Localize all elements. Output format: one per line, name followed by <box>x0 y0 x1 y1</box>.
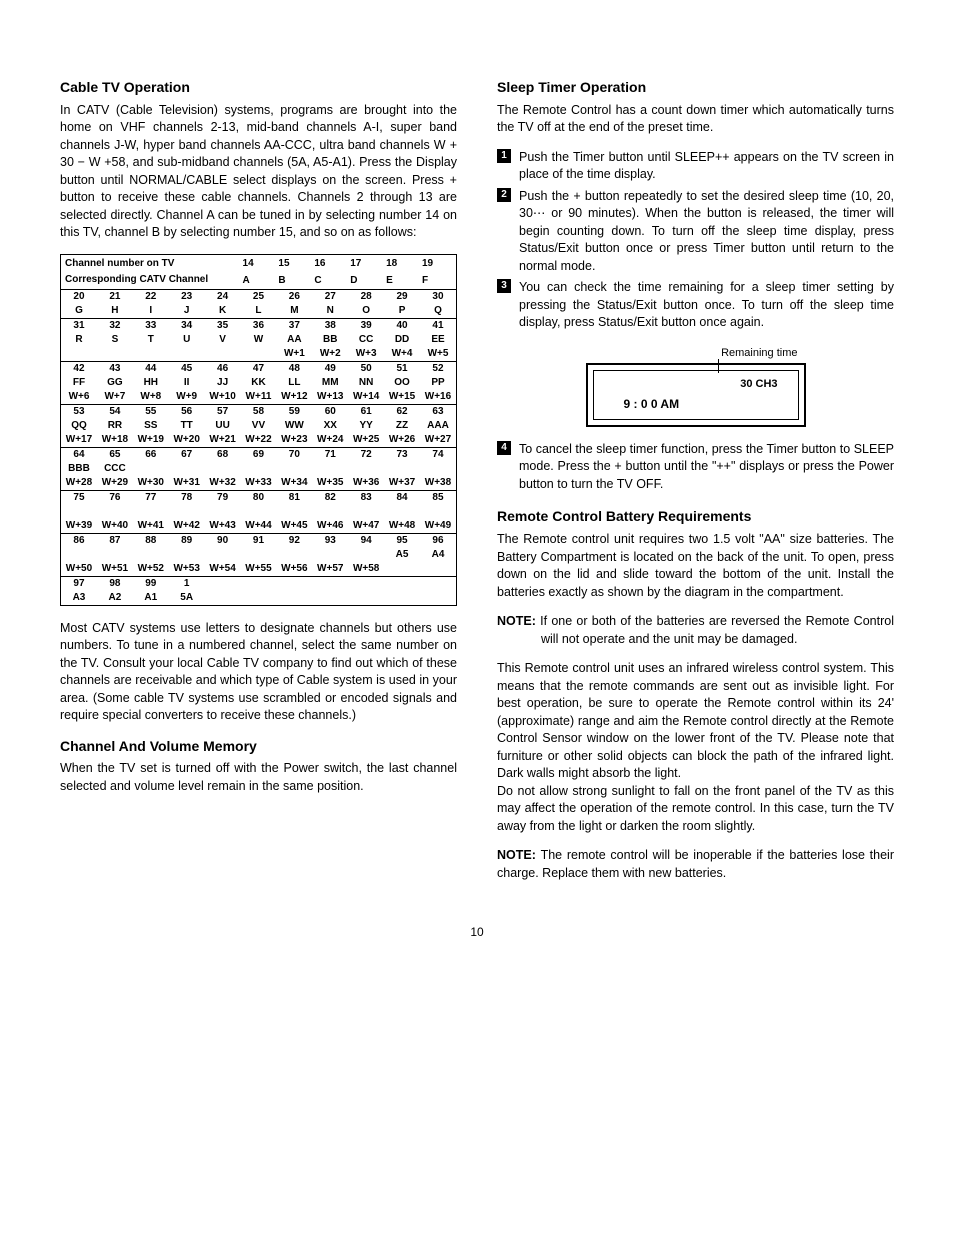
catv-channel-table: Channel number on TV 141516171819 Corres… <box>60 254 457 606</box>
table-row: 7576777879808182838485 <box>61 490 457 505</box>
diagram-time-text: 9 : 0 0 AM <box>624 396 680 413</box>
table-row: RSTUVWAABBCCDDEE <box>61 333 457 347</box>
remaining-time-label: Remaining time <box>576 346 816 361</box>
note-1-text: If one or both of the batteries are reve… <box>540 614 894 646</box>
table-header-2: Corresponding CATV Channel <box>61 271 241 290</box>
table-row: 2021222324252627282930 <box>61 289 457 304</box>
sleep-timer-title: Sleep Timer Operation <box>497 78 894 98</box>
sleep-timer-diagram: Remaining time 30 CH3 9 : 0 0 AM <box>576 346 816 427</box>
note-2: NOTE: The remote control will be inopera… <box>497 847 894 882</box>
step-number-icon: 2 <box>497 188 511 202</box>
table-row: 9798991 <box>61 576 457 591</box>
step-1-text: Push the Timer button until SLEEP++ appe… <box>519 149 894 184</box>
battery-requirements-para: The Remote control unit requires two 1.5… <box>497 531 894 601</box>
step-4-text: To cancel the sleep timer function, pres… <box>519 441 894 494</box>
note-label: NOTE: <box>497 614 536 628</box>
cable-tv-title: Cable TV Operation <box>60 78 457 98</box>
table-row: 6465666768697071727374 <box>61 447 457 462</box>
two-column-layout: Cable TV Operation In CATV (Cable Televi… <box>60 78 894 894</box>
tv-screen-icon: 30 CH3 9 : 0 0 AM <box>586 363 806 427</box>
table-row: FFGGHHIIJJKKLLMMNNOOPP <box>61 376 457 390</box>
channel-volume-memory-para: When the TV set is turned off with the P… <box>60 760 457 795</box>
sleep-timer-intro: The Remote Control has a count down time… <box>497 102 894 137</box>
table-row: W+6W+7W+8W+9W+10W+11W+12W+13W+14W+15W+16 <box>61 390 457 405</box>
note-1: NOTE: If one or both of the batteries ar… <box>497 613 894 648</box>
table-row: GHIJKLMNOPQ <box>61 304 457 319</box>
left-column: Cable TV Operation In CATV (Cable Televi… <box>60 78 457 894</box>
step-number-icon: 1 <box>497 149 511 163</box>
step-1: 1 Push the Timer button until SLEEP++ ap… <box>497 149 894 184</box>
table-row: W+17W+18W+19W+20W+21W+22W+23W+24W+25W+26… <box>61 433 457 448</box>
table-row: W+1W+2W+3W+4W+5 <box>61 347 457 362</box>
table-row: BBBCCC <box>61 462 457 476</box>
table-header-1: Channel number on TV <box>61 254 241 271</box>
page-number: 10 <box>60 924 894 941</box>
table-row: 5354555657585960616263 <box>61 404 457 419</box>
note-2-text: The remote control will be inoperable if… <box>497 848 894 880</box>
step-2-text: Push the + button repeatedly to set the … <box>519 188 894 276</box>
step-number-icon: 3 <box>497 279 511 293</box>
table-row: QQRRSSTTUUVVWWXXYYZZAAA <box>61 419 457 433</box>
channel-volume-memory-title: Channel And Volume Memory <box>60 737 457 757</box>
table-row: 3132333435363738394041 <box>61 318 457 333</box>
cable-tv-para: In CATV (Cable Television) systems, prog… <box>60 102 457 242</box>
table-row: W+39W+40W+41W+42W+43W+44W+45W+46W+47W+48… <box>61 519 457 534</box>
table-row: W+50W+51W+52W+53W+54W+55W+56W+57W+58 <box>61 562 457 577</box>
battery-requirements-title: Remote Control Battery Requirements <box>497 507 894 527</box>
sunlight-para: Do not allow strong sunlight to fall on … <box>497 783 894 836</box>
note-label: NOTE: <box>497 848 536 862</box>
table-row: A3A2A15A <box>61 591 457 606</box>
diagram-channel-text: 30 CH3 <box>740 377 777 392</box>
table-row: 4243444546474849505152 <box>61 361 457 376</box>
table-row: W+28W+29W+30W+31W+32W+33W+34W+35W+36W+37… <box>61 476 457 491</box>
step-3: 3 You can check the time remaining for a… <box>497 279 894 332</box>
table-row <box>61 505 457 519</box>
step-number-icon: 4 <box>497 441 511 455</box>
step-3-text: You can check the time remaining for a s… <box>519 279 894 332</box>
table-row: 8687888990919293949596 <box>61 533 457 548</box>
pointer-line-icon <box>718 359 748 373</box>
step-4: 4 To cancel the sleep timer function, pr… <box>497 441 894 494</box>
right-column: Sleep Timer Operation The Remote Control… <box>497 78 894 894</box>
infrared-para: This Remote control unit uses an infrare… <box>497 660 894 783</box>
table-row: A5A4 <box>61 548 457 562</box>
cable-tv-para-2: Most CATV systems use letters to designa… <box>60 620 457 725</box>
step-2: 2 Push the + button repeatedly to set th… <box>497 188 894 276</box>
